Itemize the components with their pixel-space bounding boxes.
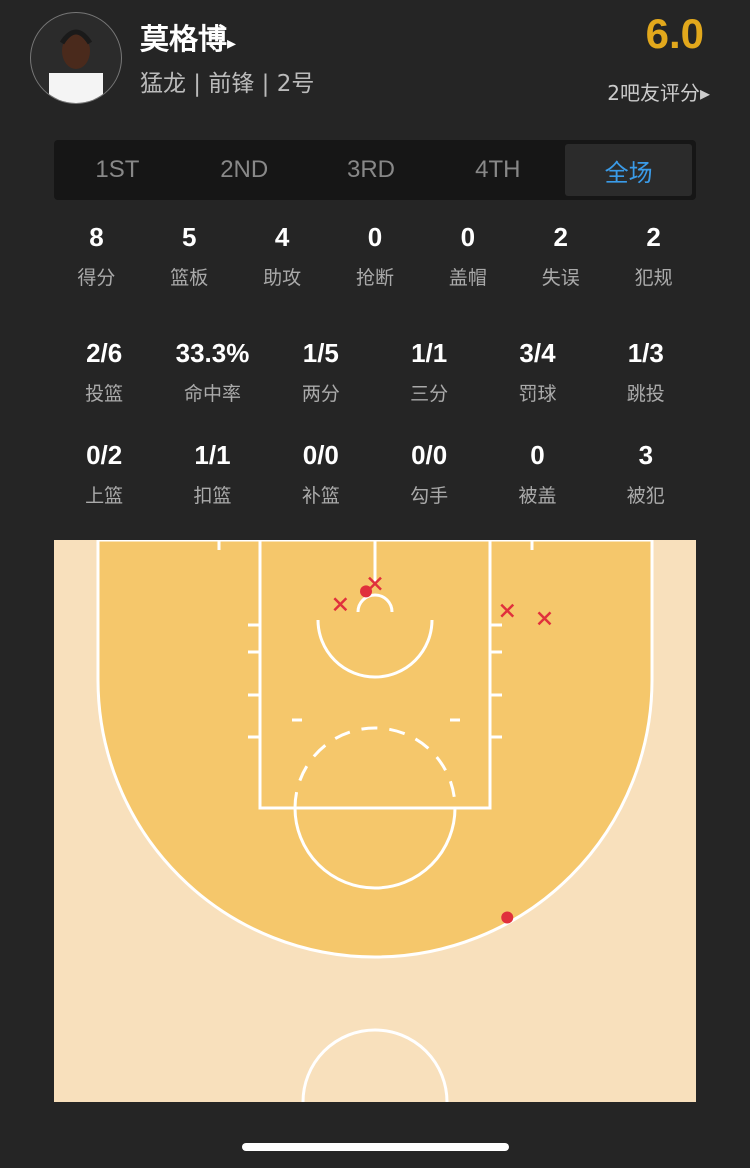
stat-value: 8 bbox=[89, 222, 104, 252]
stat-label: 被盖 bbox=[518, 485, 557, 507]
play-arrow-icon: ▸ bbox=[227, 33, 237, 54]
stat-item: 4 助攻 bbox=[236, 222, 329, 290]
stat-value: 2 bbox=[553, 222, 568, 252]
stat-item: 2/6 投篮 bbox=[50, 338, 158, 406]
stat-item: 0/0 勾手 bbox=[375, 440, 483, 508]
tab-3rd[interactable]: 3RD bbox=[346, 156, 395, 183]
shot-chart-court bbox=[54, 540, 696, 1102]
stat-item: 2 犯规 bbox=[607, 222, 700, 290]
free-throw-circle-upper bbox=[293, 726, 457, 809]
shot-type-stats: 0/2 上篮 1/1 扣篮 0/0 补篮 0/0 勾手 0 被盖 3 被犯 bbox=[50, 440, 700, 508]
stat-label: 抢断 bbox=[356, 267, 395, 289]
stat-value: 1/1 bbox=[411, 338, 448, 368]
stat-label: 被犯 bbox=[626, 485, 665, 507]
stat-item: 3/4 罚球 bbox=[483, 338, 591, 406]
stat-label: 三分 bbox=[410, 383, 449, 405]
stat-item: 0 抢断 bbox=[329, 222, 422, 290]
stat-value: 5 bbox=[182, 222, 197, 252]
stat-value: 1/1 bbox=[194, 440, 231, 470]
stat-value: 3/4 bbox=[519, 338, 556, 368]
paint bbox=[258, 540, 492, 810]
stat-item: 1/1 扣篮 bbox=[158, 440, 266, 508]
tab-2nd[interactable]: 2ND bbox=[220, 156, 269, 183]
stat-label: 犯规 bbox=[634, 267, 673, 289]
stat-label: 失误 bbox=[541, 267, 580, 289]
stat-value: 1/3 bbox=[627, 338, 664, 368]
stat-item: 8 得分 bbox=[50, 222, 143, 290]
stat-value: 0/0 bbox=[302, 440, 339, 470]
missed-shot-marker bbox=[537, 611, 552, 626]
stat-label: 得分 bbox=[77, 267, 116, 289]
tab-4th[interactable]: 4TH bbox=[475, 156, 521, 183]
tab-1st[interactable]: 1ST bbox=[95, 156, 140, 183]
stat-value: 2/6 bbox=[86, 338, 123, 368]
rating-count-link[interactable]: 2吧友评分▸ bbox=[607, 81, 710, 105]
stat-item: 3 被犯 bbox=[592, 440, 700, 508]
basic-stats: 8 得分 5 篮板 4 助攻 0 抢断 0 盖帽 2 失误 2 犯规 bbox=[50, 222, 700, 290]
stat-value: 0 bbox=[367, 222, 383, 252]
stat-item: 33.3% 命中率 bbox=[158, 338, 266, 406]
stat-label: 投篮 bbox=[85, 383, 124, 405]
stat-value: 0 bbox=[530, 440, 545, 470]
stat-item: 2 失误 bbox=[514, 222, 607, 290]
stat-label: 勾手 bbox=[410, 485, 449, 507]
shooting-stats: 2/6 投篮 33.3% 命中率 1/5 两分 1/1 三分 3/4 罚球 1/3 跳投 bbox=[50, 338, 700, 406]
player-name: 莫格博 bbox=[140, 22, 228, 56]
stat-value: 4 bbox=[274, 222, 290, 252]
player-name-link[interactable]: 莫格博▸ bbox=[140, 16, 236, 58]
stat-label: 命中率 bbox=[183, 383, 241, 405]
stat-value: 33.3% bbox=[175, 338, 250, 368]
stat-label: 扣篮 bbox=[193, 485, 232, 507]
stat-label: 上篮 bbox=[85, 485, 124, 507]
restricted-arc bbox=[356, 593, 394, 613]
free-throw-circle-lower bbox=[293, 807, 457, 890]
stat-value: 3 bbox=[638, 440, 654, 470]
player-info: 猛龙 | 前锋 | 2号 bbox=[140, 71, 315, 97]
stat-item: 1/5 两分 bbox=[267, 338, 375, 406]
stat-label: 跳投 bbox=[626, 383, 665, 405]
player-avatar[interactable] bbox=[30, 12, 122, 104]
home-indicator[interactable] bbox=[242, 1143, 509, 1151]
missed-shot-marker bbox=[333, 597, 348, 612]
player-rating: 6.0 bbox=[645, 10, 704, 57]
stat-item: 1/3 跳投 bbox=[592, 338, 700, 406]
stat-value: 0/0 bbox=[411, 440, 448, 470]
stat-label: 盖帽 bbox=[448, 267, 487, 289]
missed-shot-marker bbox=[500, 603, 515, 618]
center-circle bbox=[301, 1028, 449, 1102]
stat-value: 1/5 bbox=[302, 338, 339, 368]
stat-item: 0 盖帽 bbox=[421, 222, 514, 290]
stat-item: 0 被盖 bbox=[483, 440, 591, 508]
stat-label: 两分 bbox=[301, 383, 340, 405]
stat-value: 2 bbox=[646, 222, 661, 252]
stat-item: 0/2 上篮 bbox=[50, 440, 158, 508]
lower-arc bbox=[316, 619, 434, 679]
stat-item: 5 篮板 bbox=[143, 222, 236, 290]
three-point-area bbox=[96, 540, 654, 959]
stat-label: 篮板 bbox=[170, 267, 209, 289]
tab-full-game[interactable]: 全场 bbox=[565, 144, 692, 196]
made-shot-marker bbox=[501, 911, 514, 924]
stat-item: 1/1 三分 bbox=[375, 338, 483, 406]
missed-shot-marker bbox=[368, 576, 382, 591]
stat-label: 补篮 bbox=[301, 485, 340, 507]
stat-label: 罚球 bbox=[518, 383, 557, 405]
stat-value: 0/2 bbox=[86, 440, 123, 470]
stat-value: 0 bbox=[460, 222, 476, 252]
player-photo bbox=[49, 29, 103, 103]
stat-label: 助攻 bbox=[263, 267, 302, 289]
stat-item: 0/0 补篮 bbox=[267, 440, 375, 508]
period-tabs: 1ST 2ND 3RD 4TH 全场 bbox=[54, 140, 696, 200]
